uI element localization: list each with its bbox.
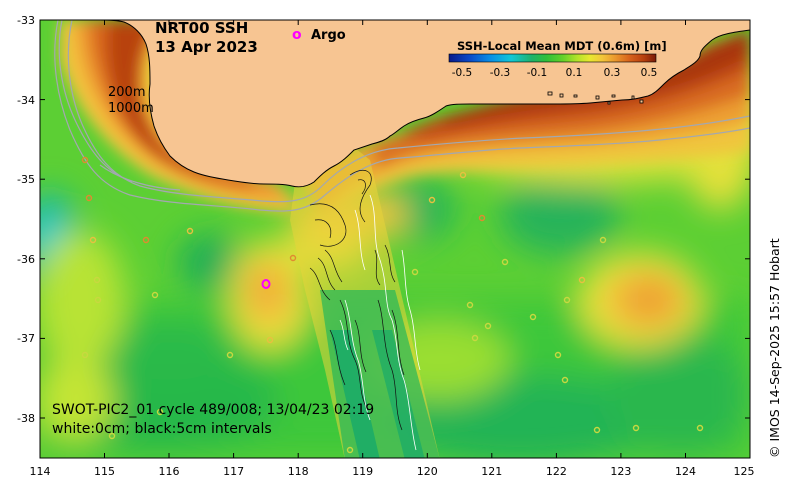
islands xyxy=(547,91,644,105)
map-plot-area: NRT00 SSH 13 Apr 2023 o Argo 200m 1000m … xyxy=(40,19,750,458)
colorbar-ticks: -0.5 -0.3 -0.1 0.1 0.3 0.5 xyxy=(452,67,658,79)
x-axis-labels: 114 115 116 117 118 119 120 121 122 123 … xyxy=(30,465,755,478)
y-axis xyxy=(40,19,750,419)
x-tick-label: 122 xyxy=(546,465,567,478)
isobath-label-1000m: 1000m xyxy=(108,101,154,116)
x-tick-label: 125 xyxy=(734,465,755,478)
y-tick-label: -35 xyxy=(17,173,35,186)
isobath-lines xyxy=(54,20,750,212)
swot-caption: SWOT-PIC2_01 cycle 489/008; 13/04/23 02:… xyxy=(52,402,374,418)
x-tick-label: 117 xyxy=(223,465,244,478)
x-tick-label: 115 xyxy=(94,465,115,478)
colorbar-tick: 0.5 xyxy=(641,67,658,79)
y-tick-label: -33 xyxy=(17,14,35,27)
contour-caption: white:0cm; black:5cm intervals xyxy=(52,421,272,437)
x-tick-label: 114 xyxy=(30,465,51,478)
colorbar-tick: -0.5 xyxy=(452,67,473,79)
y-tick-label: -34 xyxy=(17,94,35,107)
map-date: 13 Apr 2023 xyxy=(155,38,258,56)
argo-float-marker xyxy=(261,279,271,289)
plot-frame xyxy=(39,19,751,459)
x-tick-label: 123 xyxy=(610,465,631,478)
float-markers xyxy=(81,156,704,454)
coastal-high-band xyxy=(40,20,750,215)
colorbar-tick: -0.3 xyxy=(490,67,511,79)
x-tick-label: 118 xyxy=(288,465,309,478)
y-tick-label: -36 xyxy=(17,253,35,266)
y-tick-label: -37 xyxy=(17,332,35,345)
swot-white-contours xyxy=(339,194,421,451)
colorbar-tick: 0.3 xyxy=(604,67,621,79)
colorbar: SSH-Local Mean MDT (0.6m) [m] -0.5 -0.3 … xyxy=(448,39,667,79)
y-axis-labels: -33 -34 -35 -36 -37 -38 xyxy=(17,14,35,425)
map-title: NRT00 SSH xyxy=(155,19,248,37)
x-tick-label: 124 xyxy=(675,465,696,478)
credit-text: © IMOS 14-Sep-2025 15:57 Hobart xyxy=(767,238,782,458)
argo-legend-label: Argo xyxy=(311,28,346,43)
colorbar-title: SSH-Local Mean MDT (0.6m) [m] xyxy=(457,39,667,53)
argo-legend: o Argo xyxy=(292,27,346,43)
x-tick-label: 119 xyxy=(352,465,373,478)
y-tick-label: -38 xyxy=(17,412,35,425)
colorbar-tick: 0.1 xyxy=(566,67,583,79)
colorbar-ramp xyxy=(448,53,657,63)
colorbar-tick: -0.1 xyxy=(527,67,548,79)
x-tick-label: 116 xyxy=(159,465,180,478)
isobath-label-200m: 200m xyxy=(108,85,145,100)
x-axis xyxy=(39,20,751,458)
x-tick-label: 120 xyxy=(417,465,438,478)
argo-legend-symbol: o xyxy=(292,27,302,43)
x-tick-label: 121 xyxy=(481,465,502,478)
swot-black-contours xyxy=(309,169,405,431)
